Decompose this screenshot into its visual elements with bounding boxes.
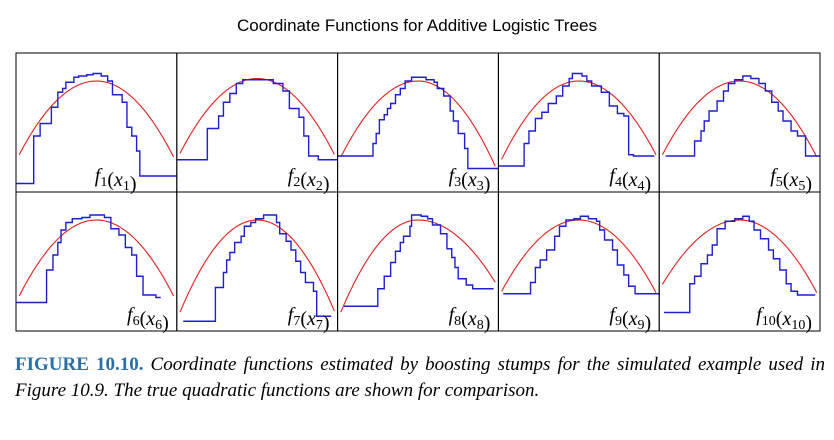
panel-2: f2(x2) [176,52,339,195]
panel-frame [658,191,821,332]
chart-title: Coordinate Functions for Additive Logist… [236,16,598,35]
true-quadratic-curve [501,219,657,293]
panel-label: f7(x7) [288,304,330,334]
true-quadratic-curve [179,77,335,155]
panel-1: f1(x1) [15,52,178,195]
panel-label: f1(x1) [95,165,137,195]
estimated-step-function [664,215,816,314]
panel-4: f4(x4) [497,52,660,195]
estimated-step-function [16,72,177,185]
panel-label: f5(x5) [770,165,812,195]
panels-layer: f1(x1) f2(x2) f3(x3) f4(x4) f5(x5) f6(x6) f7(x… [15,52,821,334]
panel-label: f4(x4) [609,165,651,195]
panel-label: f10(x10) [756,304,812,334]
estimated-step-function [344,214,494,307]
estimated-step-function [337,76,499,170]
panel-label: f2(x2) [288,165,330,195]
panel-5: f5(x5) [658,52,821,195]
figure-caption-label: FIGURE 10.10. [15,354,144,375]
estimated-step-function [498,72,655,167]
estimated-step-function [503,215,660,295]
true-quadratic-curve [179,219,335,313]
estimated-step-function [176,79,338,161]
true-quadratic-curve [501,80,657,160]
panel-6: f6(x6) [15,191,178,334]
panel-label: f9(x9) [609,304,651,334]
true-quadratic-curve [340,80,496,167]
panel-label: f3(x3) [449,165,491,195]
panel-8: f8(x8) [337,191,499,334]
true-quadratic-curve [661,219,818,293]
true-quadratic-curve [18,219,175,297]
true-quadratic-curve [661,80,818,158]
panel-3: f3(x3) [337,52,499,195]
panel-10: f10(x10) [658,191,821,334]
estimated-step-function [16,214,161,304]
figure-caption-text: Coordinate functions estimated by boosti… [15,354,825,401]
panel-label: f8(x8) [449,304,491,334]
chart-area: f1(x1) f2(x2) f3(x3) f4(x4) f5(x5) f6(x6) f7(x… [15,52,821,334]
estimated-step-function [665,75,820,157]
true-quadratic-curve [18,80,175,158]
true-quadratic-curve [340,219,496,313]
figure-caption: FIGURE 10.10. Coordinate functions estim… [15,352,825,403]
estimated-step-function [183,214,332,322]
panel-9: f9(x9) [497,191,660,334]
panel-label: f6(x6) [127,304,169,334]
panel-7: f7(x7) [176,191,339,334]
